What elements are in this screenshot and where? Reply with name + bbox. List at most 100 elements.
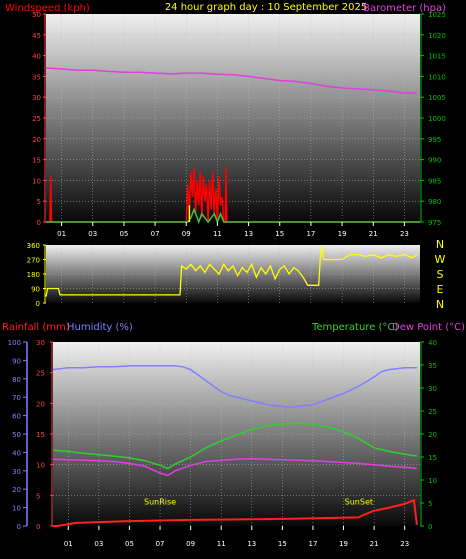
y-tick-label: 10 [32, 177, 41, 185]
rain-tick-label: 10 [36, 462, 45, 470]
temp-tick-label: 40 [428, 339, 437, 347]
x-tick-label: 15 [275, 230, 284, 238]
rain-tick-label: 25 [36, 370, 45, 378]
y-tick-label: 5 [37, 198, 41, 206]
humidity-tick-label: 50 [12, 431, 21, 439]
barometer-line [45, 67, 417, 94]
temp-humidity-rain-gridlines [53, 342, 420, 526]
rain-tick-label: 5 [36, 492, 40, 500]
humidity-axis-title: Humidity (%) [67, 322, 133, 333]
x-tick-label: 13 [247, 540, 256, 548]
temp-tick-label: 35 [428, 362, 437, 370]
x-tick-label: 21 [369, 230, 378, 238]
y2-tick-label: 1020 [428, 32, 446, 40]
barometer-axis-title: Barometer (hpa) [363, 3, 446, 14]
y-tick-label: 30 [32, 94, 41, 102]
wind-barometer-series [45, 67, 420, 225]
temp-humidity-rain-axes: 0510152025300102030405060708090100051015… [8, 339, 437, 548]
x-tick-label: 05 [125, 540, 134, 548]
humidity-tick-label: 80 [12, 376, 21, 384]
temp-tick-label: 30 [428, 385, 437, 393]
y-tick-label: 90 [31, 286, 40, 294]
x-tick-label: 17 [308, 540, 317, 548]
x-tick-label: 01 [64, 540, 73, 548]
y-tick-label: 0 [36, 300, 40, 308]
x-tick-label: 01 [57, 230, 66, 238]
y-tick-label: 35 [32, 73, 41, 81]
temp-humidity-rain-panel: 0510152025300102030405060708090100051015… [8, 339, 437, 548]
graph-title: 24 hour graph day : 10 September 2025 [165, 2, 367, 13]
x-tick-label: 09 [186, 540, 195, 548]
rain-tick-label: 30 [36, 339, 45, 347]
rain-tick-label: 0 [36, 523, 40, 531]
temp-tick-label: 0 [428, 523, 432, 531]
y-tick-label: 50 [32, 11, 41, 19]
y-tick-label: 180 [27, 271, 40, 279]
y-tick-label: 25 [32, 115, 41, 123]
y2-tick-label: 975 [428, 219, 441, 227]
x-tick-label: 17 [306, 230, 315, 238]
temp-humidity-rain-series [52, 365, 418, 527]
x-tick-label: 05 [119, 230, 128, 238]
wind-barometer-axes: 0510152025303540455097598098599099510001… [32, 11, 446, 238]
temperature-line [52, 422, 418, 470]
wind-direction-line [45, 246, 418, 297]
rain-tick-label: 15 [36, 431, 45, 439]
humidity-tick-label: 0 [17, 523, 21, 531]
x-tick-label: 13 [244, 230, 253, 238]
sunset-label: SunSet [345, 498, 373, 507]
humidity-tick-label: 10 [12, 505, 21, 513]
y-tick-label: 20 [32, 136, 41, 144]
wind-barometer-panel: 0510152025303540455097598098599099510001… [32, 11, 446, 238]
y2-tick-label: 990 [428, 157, 441, 165]
temp-tick-label: 15 [428, 454, 437, 462]
x-tick-label: 03 [94, 540, 103, 548]
sunrise-label: SunRise [144, 498, 176, 507]
compass-label-n: N [436, 298, 444, 311]
x-tick-label: 19 [338, 230, 347, 238]
y-tick-label: 0 [37, 219, 41, 227]
x-tick-label: 23 [400, 540, 409, 548]
humidity-tick-label: 90 [12, 357, 21, 365]
humidity-tick-label: 70 [12, 394, 21, 402]
wind-direction-series [45, 246, 418, 297]
rain-tick-label: 20 [36, 400, 45, 408]
windspeed-line [46, 167, 420, 223]
y2-tick-label: 1000 [428, 115, 446, 123]
y-tick-label: 270 [27, 257, 40, 265]
compass-label-w: W [435, 253, 446, 266]
windspeed-axis-title: Windspeed (kph) [5, 3, 90, 14]
rainfall-axis-title: Rainfall (mm) [2, 322, 70, 333]
x-tick-label: 11 [217, 540, 226, 548]
humidity-line [52, 365, 417, 409]
dewpoint-line [52, 458, 417, 477]
x-tick-label: 07 [151, 230, 160, 238]
y2-tick-label: 995 [428, 136, 441, 144]
humidity-tick-label: 40 [12, 449, 21, 457]
humidity-tick-label: 60 [12, 413, 21, 421]
compass-label-e: E [437, 283, 444, 296]
rainfall-line [53, 498, 418, 527]
x-tick-label: 09 [182, 230, 191, 238]
compass-label-n: N [436, 238, 444, 251]
y2-tick-label: 1010 [428, 73, 446, 81]
temperature-axis-title: Temperature (°C) [311, 322, 398, 333]
y-tick-label: 40 [32, 53, 41, 61]
y2-tick-label: 1005 [428, 94, 446, 102]
x-tick-label: 23 [400, 230, 409, 238]
compass-label-s: S [437, 268, 444, 281]
y-tick-label: 15 [32, 157, 41, 165]
gust-line [46, 207, 420, 225]
x-tick-label: 15 [278, 540, 287, 548]
x-tick-label: 19 [339, 540, 348, 548]
wind-barometer-gridlines [46, 14, 420, 222]
temp-tick-label: 25 [428, 408, 437, 416]
y2-tick-label: 985 [428, 177, 441, 185]
y2-tick-label: 980 [428, 198, 441, 206]
y2-tick-label: 1015 [428, 53, 446, 61]
y-tick-label: 45 [32, 32, 41, 40]
x-tick-label: 11 [213, 230, 222, 238]
dewpoint-axis-title: Dew Point (°C) [392, 322, 465, 333]
